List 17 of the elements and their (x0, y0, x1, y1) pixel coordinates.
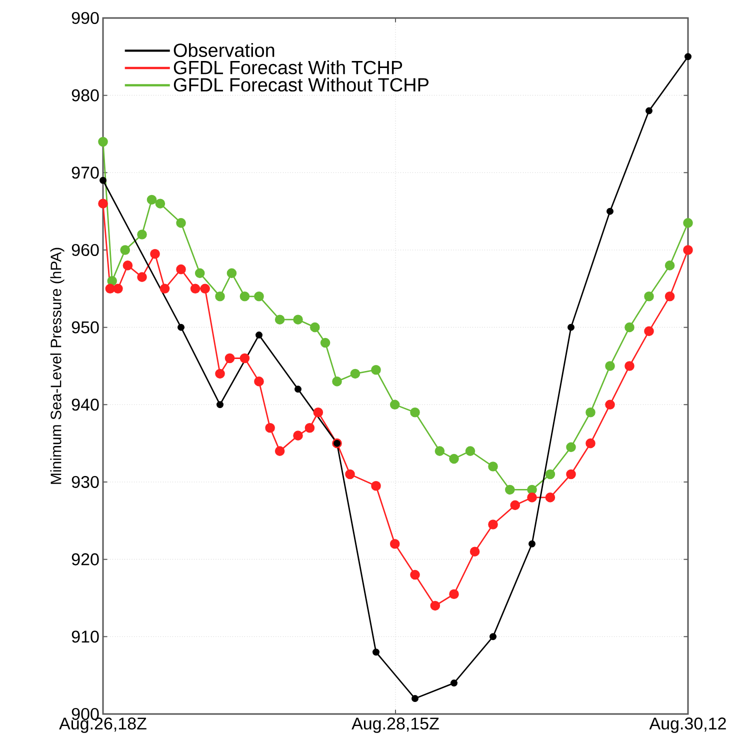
y-tick-label: 920 (72, 553, 99, 566)
y-axis-title: Minimum Sea-Level Pressure (hPA) (50, 248, 64, 484)
legend-label: GFDL Forecast With TCHP (174, 60, 402, 74)
y-tick-label: 980 (72, 89, 99, 102)
y-tick-label: 930 (72, 476, 99, 488)
y-tick-label: 900 (72, 708, 99, 720)
x-tick-label: Aug.26,18Z (59, 718, 146, 733)
y-tick-label: 970 (72, 166, 99, 179)
y-tick-label: 910 (72, 630, 99, 643)
y-tick-label: 940 (72, 398, 99, 411)
legend-label: GFDL Forecast Without TCHP (174, 78, 428, 92)
x-tick-label: Aug.28,15Z (352, 718, 439, 733)
y-tick-label: 950 (72, 321, 99, 334)
legend-label: Observation (174, 43, 274, 58)
x-tick-label: Aug.30,12 (649, 718, 726, 733)
y-tick-label: 960 (72, 244, 99, 256)
y-tick-label: 990 (72, 12, 99, 24)
